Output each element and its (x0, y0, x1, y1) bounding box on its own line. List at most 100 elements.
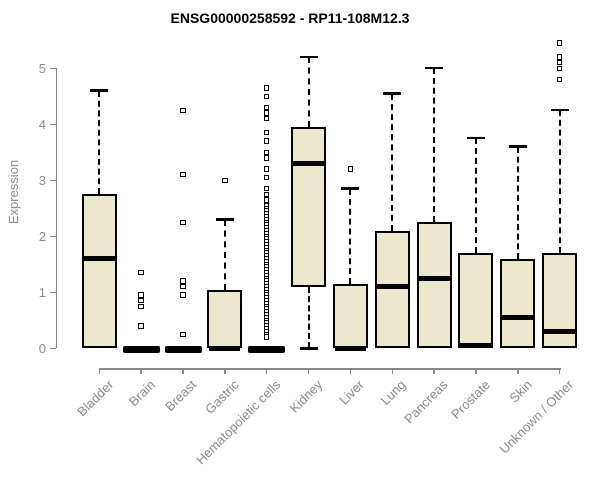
outlier-point-hematopoietic-cells (263, 115, 270, 122)
outlier-point-gastric (222, 177, 228, 184)
outlier-point-hematopoietic-cells (263, 191, 270, 198)
outlier-point-breast (180, 171, 186, 178)
outlier-point-breast (180, 107, 186, 114)
x-tick-label-lung: Lung (377, 377, 409, 409)
box-gastric (207, 289, 243, 349)
median-line-prostate (460, 343, 492, 348)
median-line-unknown-other (544, 329, 576, 334)
outlier-point-hematopoietic-cells (263, 149, 270, 156)
upper-whisker-cap-prostate (466, 136, 485, 140)
outlier-point-hematopoietic-cells (263, 166, 270, 172)
outlier-point-liver (347, 166, 354, 172)
x-tick (307, 368, 310, 374)
outlier-point-hematopoietic-cells (263, 85, 270, 91)
outlier-point-brain (138, 303, 144, 310)
upper-whisker-liver (349, 188, 352, 284)
x-tick-label-breast: Breast (162, 377, 200, 415)
median-line-lung (376, 284, 408, 290)
outlier-point-brain (138, 269, 144, 276)
lower-whisker-kidney (307, 286, 310, 349)
x-tick-label-unknown-other: Unknown / Other (496, 377, 577, 457)
collapsed-box-hematopoietic-cells (248, 345, 286, 353)
upper-whisker-prostate (474, 138, 477, 254)
x-tick-label-skin: Skin (505, 377, 535, 406)
upper-whisker-cap-lung (383, 92, 402, 95)
y-tick-label: 5 (38, 60, 46, 76)
y-tick (50, 235, 56, 238)
box-kidney (291, 127, 327, 287)
outlier-point-unknown-other (556, 59, 563, 66)
upper-whisker-cap-liver (341, 187, 360, 190)
outlier-point-breast (180, 331, 186, 338)
box-skin (500, 258, 536, 349)
box-liver (332, 283, 368, 349)
x-tick (349, 368, 352, 374)
outlier-point-hematopoietic-cells (263, 197, 270, 203)
outlier-point-brain (138, 297, 144, 304)
median-line-liver (334, 345, 366, 351)
upper-whisker-cap-kidney (299, 55, 318, 59)
box-lung (374, 230, 410, 349)
outlier-point-hematopoietic-cells (263, 138, 270, 144)
y-tick (50, 291, 56, 294)
outlier-point-hematopoietic-cells (263, 129, 270, 136)
x-tick-label-brain: Brain (125, 377, 158, 410)
x-tick (265, 368, 268, 374)
y-tick-label: 2 (38, 228, 46, 244)
collapsed-box-breast (164, 345, 202, 353)
y-tick-label: 3 (38, 172, 46, 188)
x-tick (433, 368, 435, 374)
outlier-point-unknown-other (556, 65, 563, 72)
upper-whisker-lung (391, 93, 394, 231)
upper-whisker-cap-pancreas (425, 66, 444, 70)
box-unknown-other (542, 253, 578, 349)
median-line-gastric (209, 345, 241, 351)
median-line-pancreas (418, 275, 450, 281)
upper-whisker-bladder (98, 90, 101, 195)
outlier-point-breast (180, 292, 186, 298)
outlier-point-brain (138, 292, 144, 298)
x-tick-label-pancreas: Pancreas (401, 377, 451, 427)
x-axis-line (99, 368, 561, 370)
outlier-point-unknown-other (556, 76, 563, 83)
outlier-point-unknown-other (556, 40, 563, 46)
upper-whisker-gastric (223, 219, 226, 290)
x-tick (224, 368, 226, 374)
x-tick (517, 368, 519, 374)
upper-whisker-cap-bladder (90, 89, 109, 92)
y-tick (50, 123, 56, 126)
upper-whisker-skin (516, 146, 519, 259)
upper-whisker-unknown-other (558, 110, 561, 254)
outlier-point-breast (180, 283, 186, 290)
y-tick-label: 1 (38, 284, 46, 300)
x-tick (140, 368, 142, 374)
collapsed-box-brain (122, 345, 160, 353)
outlier-point-hematopoietic-cells (263, 185, 270, 192)
outlier-point-hematopoietic-cells (263, 155, 270, 161)
x-tick (558, 368, 561, 374)
median-line-skin (502, 315, 534, 320)
outlier-point-hematopoietic-cells (263, 174, 270, 181)
outlier-point-breast (180, 219, 186, 226)
y-axis-line (55, 68, 57, 349)
outlier-point-unknown-other (556, 54, 563, 60)
x-tick (98, 368, 101, 374)
x-tick (391, 368, 393, 374)
y-tick (50, 67, 56, 70)
box-bladder (81, 194, 117, 349)
upper-whisker-cap-gastric (215, 218, 234, 221)
x-tick-label-gastric: Gastric (201, 377, 242, 417)
y-tick (50, 347, 56, 350)
outlier-point-hematopoietic-cells (263, 93, 270, 100)
y-tick (50, 179, 56, 182)
x-tick-label-kidney: Kidney (286, 377, 326, 416)
x-tick-label-prostate: Prostate (447, 377, 493, 422)
x-tick-label-liver: Liver (336, 377, 368, 408)
y-tick-label: 4 (38, 116, 46, 132)
y-tick-label: 0 (38, 340, 46, 356)
upper-whisker-pancreas (433, 68, 436, 223)
upper-whisker-cap-unknown-other (550, 108, 569, 112)
upper-whisker-cap-skin (508, 145, 527, 148)
